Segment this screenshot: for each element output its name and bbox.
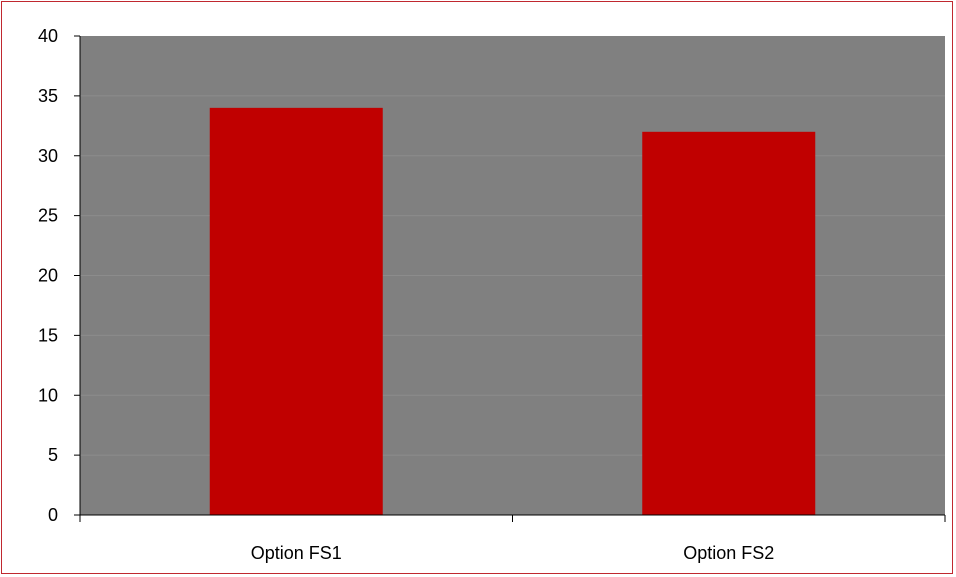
y-tick-label: 30 xyxy=(38,146,58,166)
y-tick-label: 5 xyxy=(48,445,58,465)
y-tick-label: 0 xyxy=(48,505,58,525)
bar-option-fs1 xyxy=(209,107,383,515)
bars xyxy=(209,107,816,516)
y-tick-label: 20 xyxy=(38,266,58,286)
y-tick-label: 25 xyxy=(38,206,58,226)
y-tick-label: 40 xyxy=(38,26,58,46)
y-tick-label: 15 xyxy=(38,325,58,345)
x-tick-label: Option FS2 xyxy=(683,543,774,563)
x-tick-label: Option FS1 xyxy=(251,543,342,563)
y-tick-label: 35 xyxy=(38,86,58,106)
bar-option-fs2 xyxy=(642,131,816,516)
y-axis: 0 5 10 15 20 25 30 35 40 xyxy=(38,26,81,525)
x-axis: Option FS1 Option FS2 xyxy=(79,514,946,563)
y-tick-label: 10 xyxy=(38,385,58,405)
